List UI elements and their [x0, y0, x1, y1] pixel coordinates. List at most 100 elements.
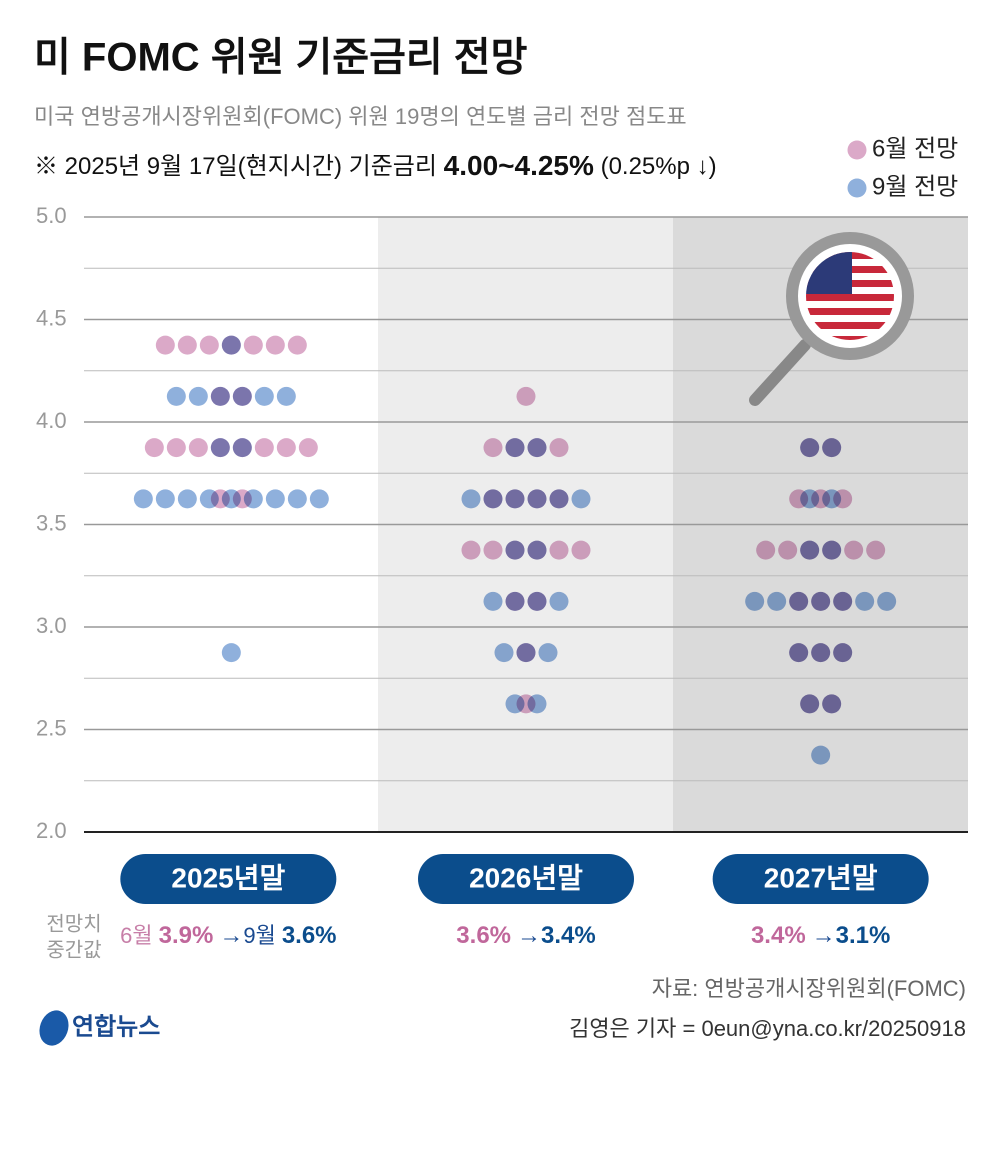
dot	[483, 438, 503, 458]
dot	[811, 745, 831, 765]
dot	[232, 386, 252, 406]
dot	[221, 489, 241, 509]
dot	[133, 489, 153, 509]
dot	[188, 386, 208, 406]
dot	[767, 591, 787, 611]
dot	[287, 489, 307, 509]
dot	[144, 438, 164, 458]
dot	[199, 489, 219, 509]
legend-label: 9월 전망	[872, 173, 958, 200]
x-tick-label: 2027년말	[764, 862, 878, 893]
legend-swatch	[847, 178, 867, 198]
dot	[822, 438, 842, 458]
dot	[177, 335, 197, 355]
dot	[745, 591, 765, 611]
y-tick-label: 3.0	[36, 613, 67, 638]
dot	[210, 386, 230, 406]
dot	[505, 489, 525, 509]
y-tick-label: 2.5	[36, 715, 67, 740]
dot	[800, 694, 820, 714]
dot	[166, 386, 186, 406]
logo-text: 연합뉴스	[72, 1013, 160, 1040]
dot	[877, 591, 897, 611]
y-tick-label: 5.0	[36, 203, 67, 228]
median-june-prefix: 6월	[120, 923, 152, 948]
median-label: 전망치	[46, 912, 101, 935]
dot	[549, 591, 569, 611]
dot	[527, 438, 547, 458]
dot	[549, 540, 569, 560]
dot	[287, 335, 307, 355]
dot	[800, 540, 820, 560]
dot	[571, 489, 591, 509]
dot	[243, 489, 263, 509]
median-june: 3.6%	[456, 922, 511, 949]
dot	[855, 591, 875, 611]
dot	[505, 694, 525, 714]
dot	[166, 438, 186, 458]
credit: 김영은 기자 = 0eun@yna.co.kr/20250918	[569, 1016, 966, 1041]
x-tick-label: 2025년말	[171, 862, 285, 893]
dot	[571, 540, 591, 560]
dot	[789, 643, 809, 663]
subtitle: 미국 연방공개시장위원회(FOMC) 위원 19명의 연도별 금리 전망 점도표	[34, 104, 687, 129]
dot	[866, 540, 886, 560]
dot	[276, 386, 296, 406]
y-tick-label: 4.0	[36, 408, 67, 433]
dot	[516, 643, 536, 663]
median-june: 3.4%	[751, 922, 806, 949]
dot	[210, 438, 230, 458]
note: ※ 2025년 9월 17일(현지시간) 기준금리 4.00~4.25% (0.…	[34, 150, 717, 181]
median-sept: 3.1%	[836, 922, 891, 949]
dot	[243, 335, 263, 355]
dot	[822, 489, 842, 509]
dot	[800, 489, 820, 509]
dot	[298, 438, 318, 458]
dot	[844, 540, 864, 560]
x-tick-label: 2026년말	[469, 862, 583, 893]
legend-swatch	[847, 140, 867, 160]
y-tick-label: 2.0	[36, 818, 67, 843]
category-pill	[712, 854, 929, 904]
dot	[254, 386, 274, 406]
median-arrow: →	[812, 922, 836, 949]
dot	[494, 643, 514, 663]
dot	[538, 643, 558, 663]
dot	[188, 438, 208, 458]
chart-title: 미 FOMC 위원 기준금리 전망	[34, 36, 528, 80]
dot	[756, 540, 776, 560]
dot	[155, 335, 175, 355]
dot	[177, 489, 197, 509]
plot: 2.0 2.5 3.0 3.5 4.0 4.5 5.0	[36, 203, 968, 843]
dot	[199, 335, 219, 355]
dot	[822, 540, 842, 560]
dot	[527, 694, 547, 714]
dot	[549, 438, 569, 458]
dot	[265, 335, 285, 355]
dot	[811, 591, 831, 611]
dot	[527, 489, 547, 509]
source: 자료: 연방공개시장위원회(FOMC)	[652, 976, 966, 1001]
note-prefix: ※ 2025년 9월 17일(현지시간) 기준금리	[34, 153, 437, 180]
dot	[505, 438, 525, 458]
dot	[276, 438, 296, 458]
dot	[483, 540, 503, 560]
median-label: 중간값	[46, 938, 101, 961]
dot	[461, 489, 481, 509]
dot	[516, 386, 536, 406]
y-tick-label: 3.5	[36, 510, 67, 535]
dot	[232, 438, 252, 458]
magnifier-icon	[749, 232, 914, 406]
dot	[527, 591, 547, 611]
logo: 연합뉴스	[39, 1010, 160, 1046]
median: 6월 3.9% →9월 3.6%	[120, 922, 336, 949]
dot	[483, 489, 503, 509]
dot	[549, 489, 569, 509]
dot	[221, 335, 241, 355]
note-change: (0.25%p ↓)	[601, 153, 717, 180]
category-pill	[418, 854, 634, 904]
dot	[483, 591, 503, 611]
dot	[778, 540, 798, 560]
category-pill	[120, 854, 337, 904]
